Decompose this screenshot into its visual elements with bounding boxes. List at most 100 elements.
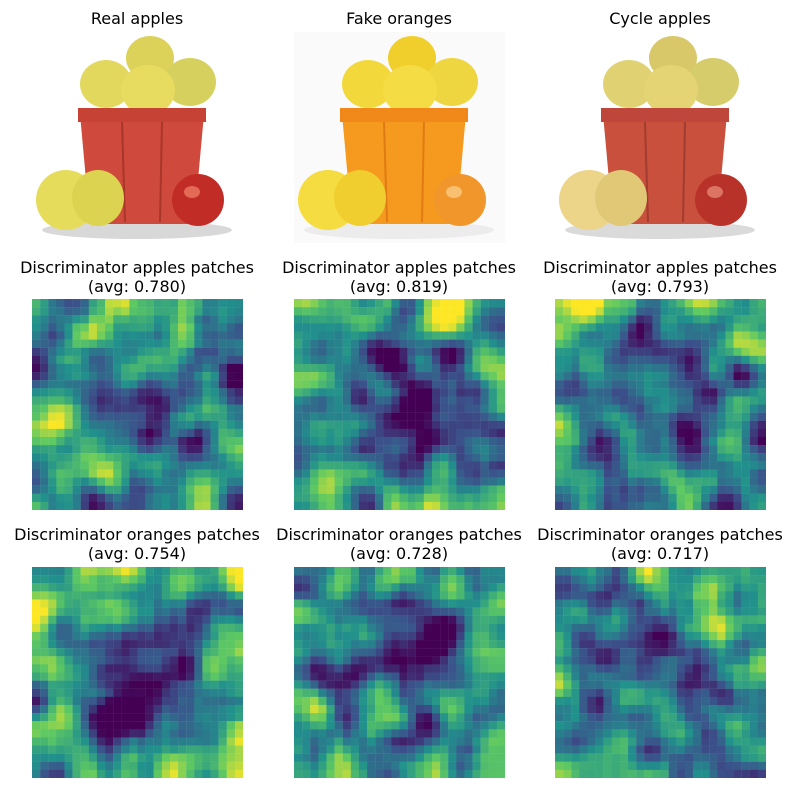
heatmap-cell	[496, 745, 505, 754]
heatmap-cell	[294, 453, 303, 462]
heatmap-cell	[480, 436, 489, 446]
heatmap-cell	[676, 453, 686, 462]
heatmap-cell	[431, 664, 441, 673]
heatmap-cell	[701, 396, 710, 405]
heatmap-cell	[496, 445, 505, 454]
heatmap-cell	[603, 485, 612, 494]
heatmap-cell	[80, 355, 89, 365]
title-disc-apples-fake: Discriminator apples patches (avg: 0.819…	[268, 258, 530, 296]
heatmap-cell	[579, 331, 588, 340]
heatmap-cell	[660, 372, 669, 381]
heatmap-cell	[64, 599, 73, 608]
heatmap-cell	[169, 299, 179, 308]
heatmap-cell	[628, 307, 637, 316]
heatmap-cell	[226, 704, 236, 714]
heatmap-cell	[234, 477, 243, 486]
heatmap-cell	[571, 339, 580, 348]
heatmap-cell	[684, 656, 694, 665]
heatmap-cell	[725, 640, 734, 649]
heatmap-cell	[121, 640, 130, 649]
heatmap-cell	[749, 477, 759, 486]
heatmap-cell	[145, 680, 154, 689]
heatmap-cell	[375, 315, 384, 324]
heatmap-cell	[709, 640, 718, 649]
heatmap-cell	[415, 477, 425, 486]
heatmap-cell	[350, 713, 360, 722]
heatmap-cell	[571, 363, 580, 373]
heatmap-cell	[423, 737, 433, 746]
heatmap-cell	[161, 713, 171, 722]
heatmap-cell	[652, 607, 661, 616]
heatmap-cell	[64, 753, 73, 762]
heatmap-cell	[105, 615, 114, 624]
heatmap-cell	[178, 761, 187, 771]
heatmap-cell	[302, 769, 311, 778]
heatmap-cell	[32, 704, 41, 714]
heatmap-cell	[88, 323, 98, 332]
heatmap-cell	[40, 737, 49, 746]
heatmap-cell	[367, 631, 376, 641]
heatmap-cell	[431, 591, 441, 600]
heatmap-cell	[440, 745, 449, 754]
heatmap-cell	[350, 623, 360, 633]
heatmap-cell	[105, 315, 114, 324]
heatmap-cell	[186, 769, 195, 778]
heatmap-cell	[652, 648, 661, 657]
heatmap-cell	[302, 575, 311, 584]
heatmap-cell	[579, 461, 588, 470]
heatmap-cell	[310, 664, 319, 673]
heatmap-cell	[709, 380, 718, 389]
heatmap-cell	[32, 404, 41, 413]
heatmap-cell	[472, 672, 481, 681]
heatmap-cell	[619, 396, 629, 405]
heatmap-cell	[334, 696, 343, 706]
heatmap-cell	[472, 583, 481, 592]
heatmap-cell	[725, 583, 734, 592]
heatmap-cell	[129, 331, 138, 340]
heatmap-cell	[579, 769, 588, 778]
heatmap-cell	[701, 363, 710, 373]
heatmap-cell	[488, 396, 498, 405]
heatmap-cell	[121, 721, 130, 730]
heatmap-cell	[105, 420, 114, 430]
heatmap-cell	[611, 753, 621, 762]
heatmap-cell	[226, 615, 236, 624]
heatmap-cell	[178, 485, 187, 494]
heatmap-cell	[105, 680, 114, 689]
heatmap-cell	[440, 680, 449, 689]
heatmap-cell	[741, 315, 750, 324]
heatmap-cell	[628, 704, 637, 714]
heatmap-cell	[105, 761, 114, 771]
heatmap-cell	[310, 761, 319, 771]
heatmap-cell	[234, 704, 243, 714]
heatmap-cell	[310, 640, 319, 649]
heatmap-cell	[383, 323, 392, 332]
heatmap-cell	[684, 453, 694, 462]
heatmap-cell	[121, 299, 130, 308]
heatmap-cell	[587, 485, 596, 494]
heatmap-cell	[178, 347, 187, 356]
heatmap-cell	[226, 396, 236, 405]
heatmap-cell	[709, 664, 718, 673]
heatmap-cell	[603, 640, 612, 649]
heatmap-cell	[350, 607, 360, 616]
heatmap-cell	[194, 721, 203, 730]
heatmap-cell	[579, 453, 588, 462]
heatmap-cell	[668, 323, 677, 332]
heatmap-cell	[757, 355, 766, 365]
heatmap-cell	[302, 713, 311, 722]
heatmap-cell	[660, 761, 669, 771]
heatmap-cell	[423, 372, 433, 381]
heatmap-cell	[129, 583, 138, 592]
heatmap-cell	[480, 347, 489, 356]
heatmap-cell	[684, 396, 694, 405]
heatmap-cell	[80, 331, 89, 340]
heatmap-cell	[129, 453, 138, 462]
heatmap-cell	[423, 567, 433, 576]
heatmap-cell	[660, 363, 669, 373]
heatmap-cell	[80, 404, 89, 413]
heatmap-cell	[733, 640, 742, 649]
heatmap-cell	[709, 648, 718, 657]
heatmap-cell	[96, 769, 106, 778]
heatmap-cell	[178, 428, 187, 438]
